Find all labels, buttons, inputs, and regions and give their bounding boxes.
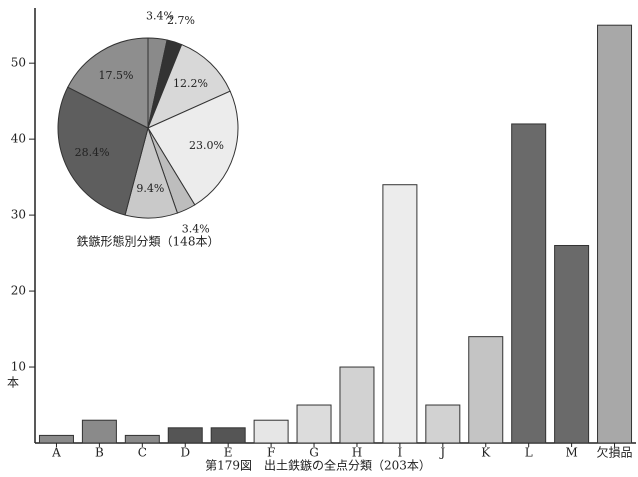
bar — [597, 24, 633, 444]
pie-slice — [147, 43, 231, 129]
y-tick-label: 30 — [11, 208, 26, 222]
chart-title: 第179図 出土鉄鏃の全点分類（203本） — [205, 458, 431, 473]
x-tick-label: C — [138, 446, 147, 460]
x-tick-label: I — [398, 446, 403, 460]
pie-label: 28.4% — [75, 146, 110, 159]
bar — [81, 419, 117, 444]
x-tick-label: H — [352, 446, 362, 460]
bar — [210, 427, 246, 444]
pie-label: 3.4% — [146, 10, 174, 23]
bar — [339, 366, 375, 444]
pie-label: 9.4% — [136, 182, 164, 195]
y-tick-label: 50 — [11, 56, 26, 70]
x-tick-label: B — [95, 446, 104, 460]
pie-label: 2.7% — [167, 14, 195, 27]
x-tick-label: F — [267, 446, 275, 460]
bar — [296, 404, 332, 444]
bar — [38, 434, 74, 444]
x-tick-label: 欠損品 — [597, 445, 633, 460]
bar — [511, 123, 547, 444]
pie-label: 17.5% — [99, 69, 134, 82]
bar — [468, 336, 504, 444]
bar — [167, 427, 203, 444]
pie-slice — [67, 37, 149, 129]
pie-title: 鉄鏃形態別分類（148本） — [77, 234, 220, 249]
bar — [554, 244, 590, 444]
y-tick-label: 20 — [11, 284, 26, 298]
x-tick-label: L — [525, 446, 533, 460]
x-tick-label: J — [438, 446, 445, 460]
y-tick-label: 10 — [11, 360, 26, 374]
x-tick-label: D — [180, 446, 190, 460]
x-tick-label: E — [224, 446, 233, 460]
x-tick-label: M — [565, 446, 577, 460]
pie-label: 12.2% — [173, 77, 208, 90]
pie-slice — [147, 90, 239, 206]
pie-slice — [57, 86, 149, 216]
bar — [425, 404, 461, 444]
x-tick-label: A — [51, 446, 61, 460]
bar — [124, 434, 160, 444]
x-tick-label: K — [481, 446, 491, 460]
bar — [382, 184, 418, 444]
y-tick-label: 40 — [11, 132, 26, 146]
y-axis-label: 本 — [7, 376, 19, 390]
pie-label: 23.0% — [189, 139, 224, 152]
pie-label: 3.4% — [182, 222, 210, 235]
x-tick-label: G — [309, 446, 319, 460]
bar — [253, 419, 289, 444]
